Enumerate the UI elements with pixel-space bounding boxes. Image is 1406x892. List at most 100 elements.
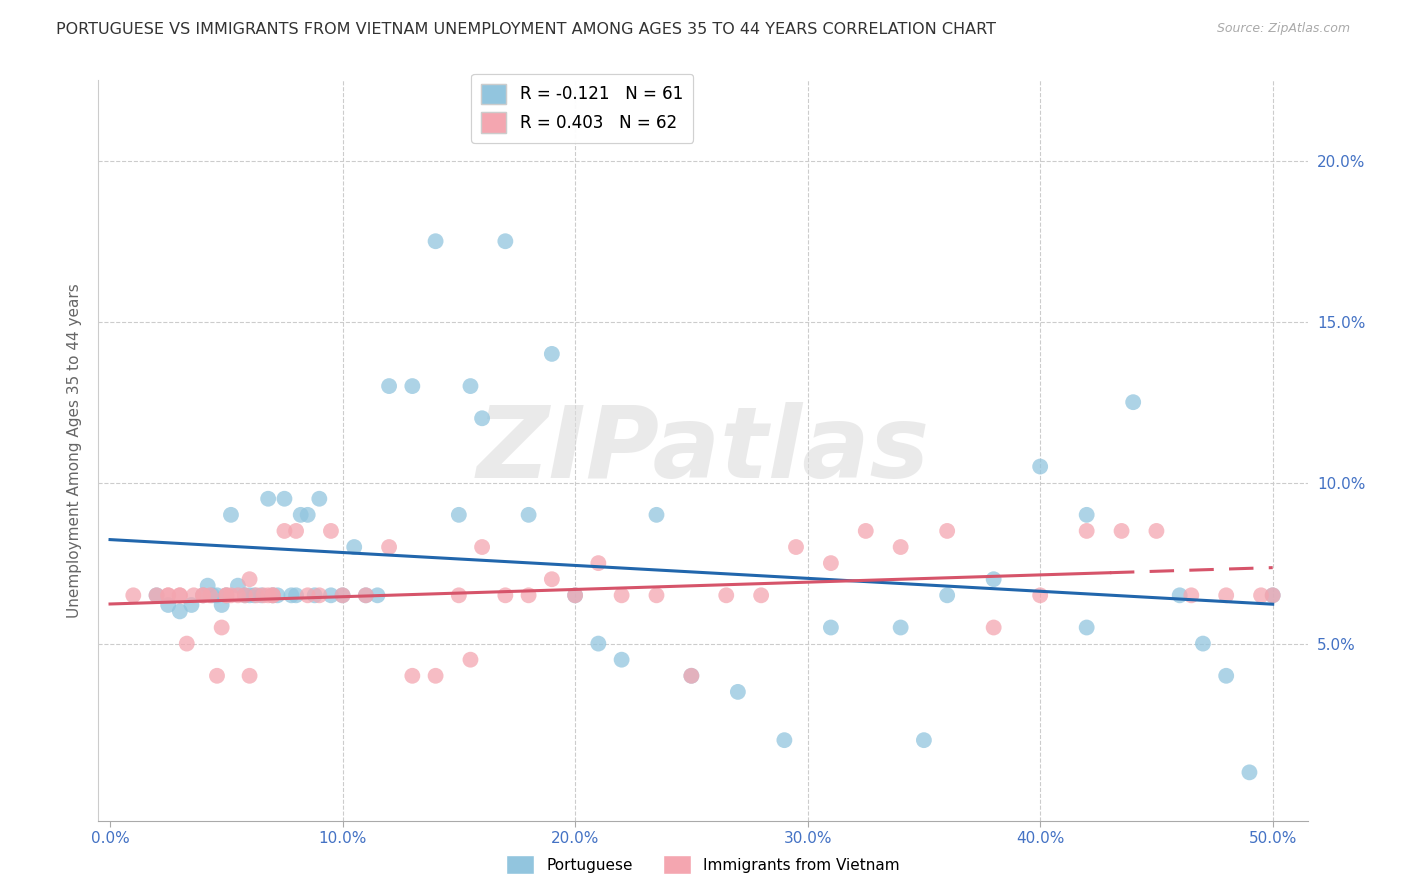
- Point: [681, 669, 703, 683]
- Point: [252, 588, 274, 602]
- Point: [588, 556, 610, 570]
- Point: [243, 588, 266, 602]
- Y-axis label: Unemployment Among Ages 35 to 44 years: Unemployment Among Ages 35 to 44 years: [66, 283, 82, 618]
- Point: [890, 620, 912, 634]
- Point: [378, 540, 401, 554]
- Point: [471, 540, 494, 554]
- Point: [425, 234, 447, 248]
- Point: [610, 653, 633, 667]
- Point: [1192, 637, 1215, 651]
- Point: [1168, 588, 1191, 602]
- Point: [1076, 508, 1098, 522]
- Point: [425, 669, 447, 683]
- Point: [785, 540, 807, 554]
- Point: [226, 588, 249, 602]
- Point: [215, 588, 238, 602]
- Point: [145, 588, 167, 602]
- Text: PORTUGUESE VS IMMIGRANTS FROM VIETNAM UNEMPLOYMENT AMONG AGES 35 TO 44 YEARS COR: PORTUGUESE VS IMMIGRANTS FROM VIETNAM UN…: [56, 22, 997, 37]
- Point: [285, 588, 308, 602]
- Point: [1144, 524, 1167, 538]
- Point: [1122, 395, 1144, 409]
- Point: [494, 588, 516, 602]
- Point: [169, 604, 191, 618]
- Point: [471, 411, 494, 425]
- Point: [366, 588, 388, 602]
- Point: [1076, 620, 1098, 634]
- Point: [354, 588, 377, 602]
- Point: [936, 588, 959, 602]
- Point: [157, 588, 180, 602]
- Point: [191, 588, 214, 602]
- Point: [157, 588, 180, 602]
- Point: [297, 588, 319, 602]
- Point: [183, 588, 205, 602]
- Text: Source: ZipAtlas.com: Source: ZipAtlas.com: [1216, 22, 1350, 36]
- Point: [610, 588, 633, 602]
- Point: [890, 540, 912, 554]
- Point: [1215, 669, 1237, 683]
- Point: [262, 588, 284, 602]
- Point: [494, 234, 516, 248]
- Point: [378, 379, 401, 393]
- Point: [262, 588, 284, 602]
- Point: [157, 598, 180, 612]
- Point: [1239, 765, 1261, 780]
- Point: [262, 588, 284, 602]
- Legend: Portuguese, Immigrants from Vietnam: Portuguese, Immigrants from Vietnam: [501, 849, 905, 880]
- Point: [447, 588, 470, 602]
- Point: [290, 508, 312, 522]
- Point: [273, 524, 295, 538]
- Point: [239, 669, 262, 683]
- Point: [205, 669, 228, 683]
- Point: [401, 379, 423, 393]
- Point: [912, 733, 935, 747]
- Point: [233, 588, 256, 602]
- Point: [1029, 459, 1052, 474]
- Point: [588, 637, 610, 651]
- Point: [936, 524, 959, 538]
- Point: [308, 588, 330, 602]
- Point: [460, 653, 482, 667]
- Point: [122, 588, 145, 602]
- Point: [201, 588, 224, 602]
- Point: [749, 588, 772, 602]
- Point: [239, 588, 262, 602]
- Point: [540, 572, 562, 586]
- Point: [727, 685, 749, 699]
- Point: [285, 524, 308, 538]
- Point: [197, 579, 219, 593]
- Point: [145, 588, 167, 602]
- Point: [215, 588, 238, 602]
- Point: [645, 588, 668, 602]
- Point: [983, 620, 1005, 634]
- Point: [198, 588, 221, 602]
- Point: [169, 588, 191, 602]
- Point: [205, 588, 228, 602]
- Point: [773, 733, 796, 747]
- Point: [273, 491, 295, 506]
- Point: [564, 588, 586, 602]
- Point: [266, 588, 288, 602]
- Point: [820, 620, 842, 634]
- Point: [219, 508, 242, 522]
- Point: [564, 588, 586, 602]
- Point: [855, 524, 877, 538]
- Point: [716, 588, 738, 602]
- Text: ZIPatlas: ZIPatlas: [477, 402, 929, 499]
- Point: [257, 491, 280, 506]
- Point: [211, 620, 233, 634]
- Point: [1076, 524, 1098, 538]
- Point: [645, 508, 668, 522]
- Point: [211, 598, 233, 612]
- Point: [681, 669, 703, 683]
- Point: [319, 588, 342, 602]
- Point: [820, 556, 842, 570]
- Point: [233, 588, 256, 602]
- Point: [1180, 588, 1202, 602]
- Point: [245, 588, 267, 602]
- Point: [343, 540, 366, 554]
- Point: [257, 588, 280, 602]
- Point: [250, 588, 273, 602]
- Point: [304, 588, 326, 602]
- Point: [517, 508, 540, 522]
